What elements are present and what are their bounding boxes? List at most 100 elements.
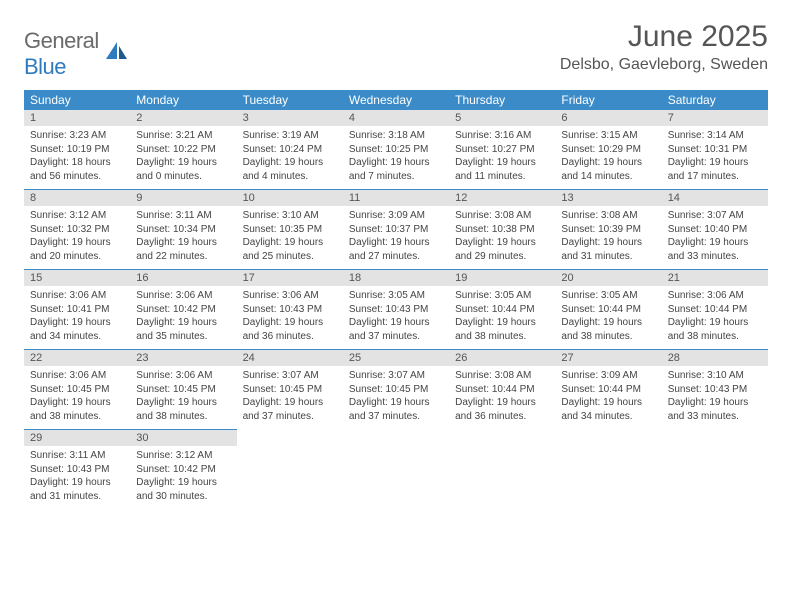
- weekday-thursday: Thursday: [449, 90, 555, 110]
- sunset-line: Sunset: 10:43 PM: [30, 464, 110, 475]
- sunrise-line: Sunrise: 3:12 AM: [30, 210, 106, 221]
- weekday-saturday: Saturday: [662, 90, 768, 110]
- calendar-cell: 3 Sunrise: 3:19 AM Sunset: 10:24 PM Dayligh…: [237, 110, 343, 190]
- sunset-line: Sunset: 10:40 PM: [668, 224, 748, 235]
- calendar-cell: 5Sunrise: 3:16 AMSunset: 10:27 PMDayligh…: [449, 110, 555, 190]
- sunrise-line: Sunrise: 3:18 AM: [349, 130, 425, 141]
- sunrise-line: Sunrise: 3:08 AM: [455, 370, 531, 381]
- day-number: 5: [449, 110, 555, 126]
- sunset-line: Sunset: 10:43 PM: [243, 304, 323, 315]
- day-body: Sunrise: 3:11 AMSunset: 10:43 PMDaylight…: [24, 446, 130, 509]
- day-body: Sunrise: 3:07 AM Sunset: 10:40 PM Daylight…: [662, 206, 768, 269]
- sail-icon: [103, 39, 129, 70]
- day-number: 11: [343, 190, 449, 206]
- day-body: Sunrise: 3:09 AMSunset: 10:44 PMDaylight…: [555, 366, 661, 429]
- day-number: 14: [662, 190, 768, 206]
- sunrise-line: Sunrise: 3:12 AM: [136, 450, 212, 461]
- day-body: Sunrise: 3:07 AMSunset: 10:45 PMDaylight…: [343, 366, 449, 429]
- sunrise-line: Sunrise: 3:07 AM: [668, 210, 744, 221]
- day-number: 17: [237, 270, 343, 286]
- daylight-line: Daylight: 19 hours and 30 minutes.: [136, 477, 217, 502]
- day-body: Sunrise: 3:06 AM Sunset: 10:43 PM Daylight…: [237, 286, 343, 349]
- day-number: 12: [449, 190, 555, 206]
- calendar-cell: 16Sunrise: 3:06 AMSunset: 10:42 PMDaylig…: [130, 270, 236, 350]
- day-number: 3: [237, 110, 343, 126]
- daylight-line: Daylight: 19 hours and 38 minutes.: [30, 397, 111, 422]
- calendar-row: 29Sunrise: 3:11 AMSunset: 10:43 PMDaylig…: [24, 430, 768, 510]
- daylight-line: Daylight: 19 hours and 0 minutes.: [136, 157, 217, 182]
- location: Delsbo, Gaevleborg, Sweden: [560, 56, 768, 74]
- day-body: Sunrise: 3:08 AM Sunset: 10:39 PM Daylight…: [555, 206, 661, 269]
- day-body: Sunrise: 3:06 AMSunset: 10:45 PMDaylight…: [130, 366, 236, 429]
- sunset-line: Sunset: 10:24 PM: [243, 144, 323, 155]
- daylight-line: Daylight: 19 hours and 17 minutes.: [668, 157, 749, 182]
- calendar-cell: 1Sunrise: 3:23 AMSunset: 10:19 PMDayligh…: [24, 110, 130, 190]
- calendar-cell: 12Sunrise: 3:08 AMSunset: 10:38 PMDaylig…: [449, 190, 555, 270]
- day-number: 28: [662, 350, 768, 366]
- sunset-line: Sunset: 10:31 PM: [668, 144, 748, 155]
- daylight-line: Daylight: 18 hours and 56 minutes.: [30, 157, 111, 182]
- calendar-cell: 28Sunrise: 3:10 AMSunset: 10:43 PMDaylig…: [662, 350, 768, 430]
- daylight-line: Daylight: 19 hours and 35 minutes.: [136, 317, 217, 342]
- calendar-row: 15Sunrise: 3:06 AMSunset: 10:41 PMDaylig…: [24, 270, 768, 350]
- sunset-line: Sunset: 10:44 PM: [455, 384, 535, 395]
- day-number: 25: [343, 350, 449, 366]
- calendar-cell: 2Sunrise: 3:21 AMSunset: 10:22 PMDayligh…: [130, 110, 236, 190]
- sunrise-line: Sunrise: 3:06 AM: [243, 290, 319, 301]
- daylight-line: Daylight: 19 hours and 29 minutes.: [455, 237, 536, 262]
- sunset-line: Sunset: 10:39 PM: [561, 224, 641, 235]
- sunset-line: Sunset: 10:32 PM: [30, 224, 110, 235]
- sunrise-line: Sunrise: 3:11 AM: [30, 450, 105, 461]
- sunrise-line: Sunrise: 3:19 AM: [243, 130, 319, 141]
- sunrise-line: Sunrise: 3:11 AM: [136, 210, 211, 221]
- sunrise-line: Sunrise: 3:15 AM: [561, 130, 637, 141]
- calendar-cell: 27Sunrise: 3:09 AMSunset: 10:44 PMDaylig…: [555, 350, 661, 430]
- sunrise-line: Sunrise: 3:06 AM: [668, 290, 744, 301]
- daylight-line: Daylight: 19 hours and 36 minutes.: [243, 317, 324, 342]
- sunset-line: Sunset: 10:22 PM: [136, 144, 216, 155]
- daylight-line: Daylight: 19 hours and 31 minutes.: [561, 237, 642, 262]
- daylight-line: Daylight: 19 hours and 4 minutes.: [243, 157, 324, 182]
- daylight-line: Daylight: 19 hours and 22 minutes.: [136, 237, 217, 262]
- day-body: Sunrise: 3:05 AMSunset: 10:43 PMDaylight…: [343, 286, 449, 349]
- day-number: 24: [237, 350, 343, 366]
- calendar-row: 22Sunrise: 3:06 AMSunset: 10:45 PMDaylig…: [24, 350, 768, 430]
- calendar-cell: 20Sunrise: 3:05 AMSunset: 10:44 PMDaylig…: [555, 270, 661, 350]
- sunset-line: Sunset: 10:37 PM: [349, 224, 429, 235]
- sunrise-line: Sunrise: 3:06 AM: [136, 370, 212, 381]
- daylight-line: Daylight: 19 hours and 37 minutes.: [243, 397, 324, 422]
- daylight-line: Daylight: 19 hours and 38 minutes.: [136, 397, 217, 422]
- day-number: 19: [449, 270, 555, 286]
- title-block: June 2025 Delsbo, Gaevleborg, Sweden: [560, 20, 768, 74]
- sunrise-line: Sunrise: 3:08 AM: [455, 210, 531, 221]
- sunrise-line: Sunrise: 3:06 AM: [30, 370, 106, 381]
- sunrise-line: Sunrise: 3:21 AM: [136, 130, 212, 141]
- sunset-line: Sunset: 10:42 PM: [136, 464, 216, 475]
- day-number: 20: [555, 270, 661, 286]
- weekday-monday: Monday: [130, 90, 236, 110]
- daylight-line: Daylight: 19 hours and 37 minutes.: [349, 397, 430, 422]
- sunrise-line: Sunrise: 3:08 AM: [561, 210, 637, 221]
- calendar-cell: [343, 430, 449, 510]
- calendar-cell: 21Sunrise: 3:06 AMSunset: 10:44 PMDaylig…: [662, 270, 768, 350]
- daylight-line: Daylight: 19 hours and 33 minutes.: [668, 237, 749, 262]
- day-body: Sunrise: 3:14 AMSunset: 10:31 PMDaylight…: [662, 126, 768, 189]
- daylight-line: Daylight: 19 hours and 11 minutes.: [455, 157, 536, 182]
- day-number: 18: [343, 270, 449, 286]
- calendar-cell: 4Sunrise: 3:18 AMSunset: 10:25 PMDayligh…: [343, 110, 449, 190]
- day-body: Sunrise: 3:11 AMSunset: 10:34 PMDaylight…: [130, 206, 236, 269]
- sunrise-line: Sunrise: 3:06 AM: [136, 290, 212, 301]
- daylight-line: Daylight: 19 hours and 38 minutes.: [455, 317, 536, 342]
- day-body: Sunrise: 3:08 AMSunset: 10:44 PMDaylight…: [449, 366, 555, 429]
- calendar-cell: 7Sunrise: 3:14 AMSunset: 10:31 PMDayligh…: [662, 110, 768, 190]
- sunrise-line: Sunrise: 3:07 AM: [243, 370, 319, 381]
- day-number: 6: [555, 110, 661, 126]
- brand-logo: General Blue: [24, 28, 129, 80]
- brand-line1: General: [24, 28, 99, 53]
- daylight-line: Daylight: 19 hours and 27 minutes.: [349, 237, 430, 262]
- calendar-cell: 29Sunrise: 3:11 AMSunset: 10:43 PMDaylig…: [24, 430, 130, 510]
- sunrise-line: Sunrise: 3:10 AM: [243, 210, 319, 221]
- day-body: Sunrise: 3:15 AMSunset: 10:29 PMDaylight…: [555, 126, 661, 189]
- day-body: Sunrise: 3:06 AMSunset: 10:42 PMDaylight…: [130, 286, 236, 349]
- day-number: 1: [24, 110, 130, 126]
